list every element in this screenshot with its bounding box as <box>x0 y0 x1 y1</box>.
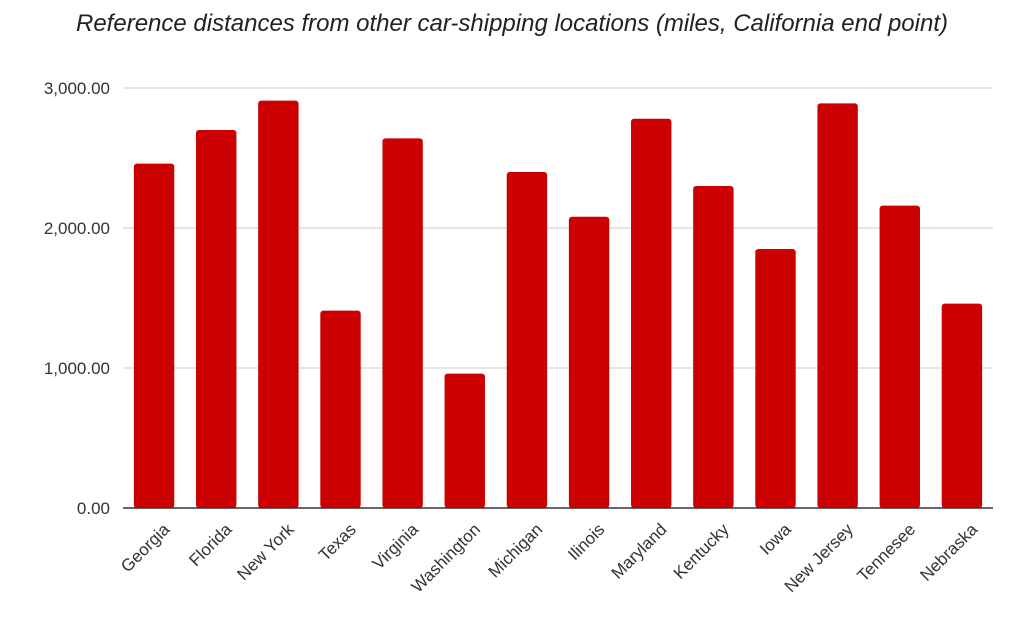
bar <box>693 186 734 508</box>
x-tick-label: Ilinois <box>564 520 608 564</box>
bar <box>320 310 361 508</box>
bar <box>941 303 983 508</box>
y-tick-label: 1,000.00 <box>44 359 110 378</box>
y-tick-label: 2,000.00 <box>44 219 110 238</box>
x-tick-label: Maryland <box>608 520 671 583</box>
bar <box>258 100 299 508</box>
bar <box>817 103 858 509</box>
x-tick-label: Florida <box>185 519 236 570</box>
x-tick-label: New York <box>233 520 298 585</box>
x-tick-label: Tennesee <box>854 520 920 586</box>
bar <box>755 249 796 508</box>
bar <box>382 138 423 508</box>
bar <box>879 205 920 508</box>
x-tick-label: Kentucky <box>670 520 733 583</box>
x-tick-label: Texas <box>315 520 360 565</box>
x-tick-label: Michigan <box>485 520 547 582</box>
x-tick-label: Virginia <box>369 519 423 573</box>
y-tick-label: 0.00 <box>77 499 110 518</box>
y-tick-label: 3,000.00 <box>44 79 110 98</box>
x-tick-label: Iowa <box>756 520 795 559</box>
y-axis-ticks: 0.00 1,000.00 2,000.00 3,000.00 <box>44 79 110 518</box>
x-tick-label: Georgia <box>117 519 174 576</box>
x-tick-label: Nebraska <box>916 519 981 584</box>
bars <box>133 100 983 509</box>
bar <box>133 163 175 508</box>
gridlines <box>123 87 993 369</box>
chart-title: Reference distances from other car-shipp… <box>76 10 948 37</box>
bar <box>444 373 485 508</box>
bar <box>568 216 610 509</box>
bar <box>196 130 237 508</box>
bar <box>631 118 672 509</box>
bar <box>506 172 548 508</box>
